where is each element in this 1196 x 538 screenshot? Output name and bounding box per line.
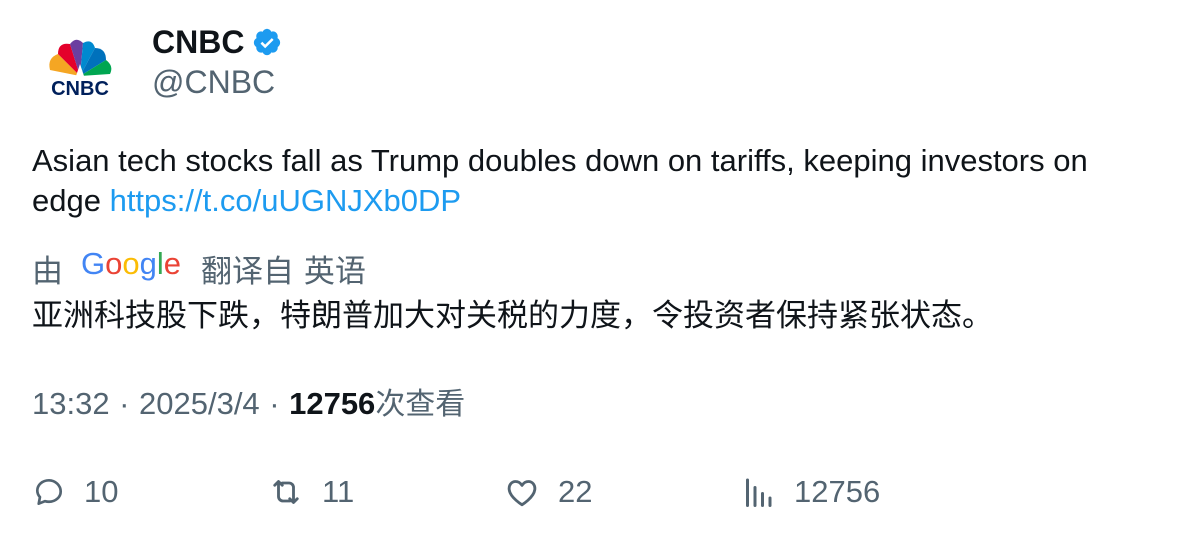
translation-suffix[interactable]: 翻译自 英语 (201, 253, 366, 290)
retweet-count: 11 (322, 474, 355, 509)
views-count: 12756 (289, 386, 376, 421)
translated-text: 亚洲科技股下跌，特朗普加大对关税的力度，令投资者保持紧张状态。 (32, 298, 993, 334)
tweet-body: Asian tech stocks fall as Trump doubles … (32, 143, 1088, 218)
retweet-icon (273, 480, 299, 504)
views-action-count: 12756 (794, 474, 881, 509)
translation-attribution: 由 Google 翻译自 英语 (32, 246, 366, 290)
cnbc-peacock-logo: CNBC (49, 39, 112, 100)
author-name[interactable]: CNBC (152, 24, 245, 60)
tweet-link[interactable]: https://t.co/uUGNJXb0DP (109, 183, 462, 218)
translation-prefix: 由 (32, 253, 63, 290)
tweet-meta: 13:32 · 2025/3/4 · 12756次查看 (32, 384, 465, 425)
tweet-date[interactable]: 2025/3/4 (139, 386, 260, 421)
like-count: 22 (558, 474, 593, 509)
views-bar-chart-icon (746, 478, 772, 507)
author-block: CNBC @CNBC (152, 22, 282, 102)
like-button[interactable]: 22 (504, 470, 592, 514)
tweet-text: Asian tech stocks fall as Trump doubles … (32, 141, 1162, 221)
avatar[interactable]: CNBC (32, 24, 128, 120)
google-logo[interactable]: Google (81, 246, 181, 290)
heart-icon (507, 480, 537, 507)
meta-separator: · (119, 386, 130, 421)
reply-count: 10 (84, 474, 119, 509)
views-label: 次查看 (375, 387, 466, 422)
tweet-time[interactable]: 13:32 (32, 386, 110, 421)
reply-button[interactable]: 10 (32, 470, 118, 514)
views-button[interactable]: 12756 (740, 470, 880, 514)
author-handle[interactable]: @CNBC (152, 64, 276, 100)
svg-text:Google: Google (81, 246, 181, 281)
retweet-button[interactable]: 11 (268, 470, 354, 514)
verified-badge-icon[interactable] (252, 27, 282, 57)
svg-text:CNBC: CNBC (51, 78, 109, 100)
reply-icon (35, 478, 63, 506)
meta-separator: · (269, 386, 280, 421)
name-row: CNBC (152, 22, 282, 62)
action-bar: 10 11 22 12756 (0, 470, 1196, 514)
